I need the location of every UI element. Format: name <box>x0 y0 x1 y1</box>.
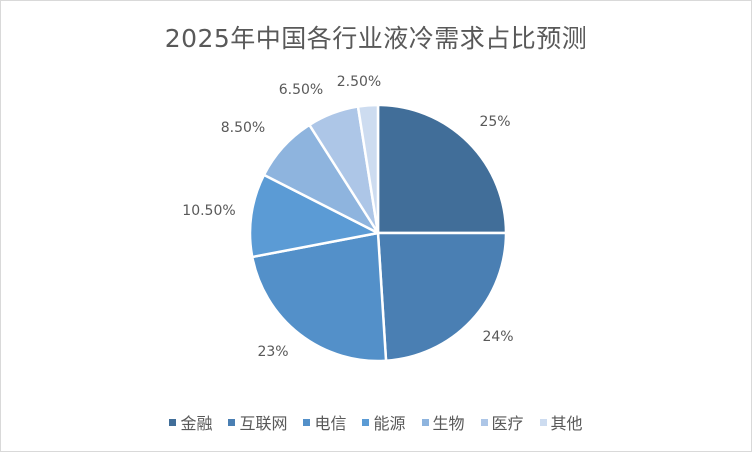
legend-swatch <box>539 418 547 426</box>
legend-label: 电信 <box>314 414 347 433</box>
legend-swatch <box>362 418 370 426</box>
legend-label: 生物 <box>432 414 465 433</box>
pie-slice-7 <box>356 103 380 235</box>
legend-item-6: 医疗 <box>480 410 524 434</box>
legend-label: 医疗 <box>491 414 524 433</box>
data-label-2: 24% <box>482 329 513 345</box>
legend-label: 金融 <box>180 414 213 433</box>
pie-slice-2 <box>376 231 508 362</box>
legend: 金融 互联网 电信 能源 生物 医疗 其他 <box>1 410 751 434</box>
legend-swatch <box>303 418 311 426</box>
legend-label: 互联网 <box>239 414 288 433</box>
legend-item-7: 其他 <box>539 410 583 434</box>
pie-slice-3 <box>251 231 388 363</box>
pie-slice-1 <box>376 103 508 235</box>
legend-swatch <box>421 418 429 426</box>
data-label-5: 8.50% <box>221 120 265 136</box>
legend-item-4: 能源 <box>362 410 406 434</box>
legend-item-3: 电信 <box>303 410 346 434</box>
legend-item-5: 生物 <box>421 410 465 434</box>
legend-swatch <box>480 418 488 426</box>
legend-swatch <box>169 418 177 426</box>
legend-swatch <box>228 418 236 426</box>
legend-label: 能源 <box>373 414 406 433</box>
data-label-3: 23% <box>257 344 288 360</box>
legend-item-2: 互联网 <box>228 410 287 434</box>
data-label-6: 6.50% <box>279 82 323 98</box>
data-label-1: 25% <box>479 114 510 130</box>
pie-slice-4 <box>248 173 380 259</box>
chart-title: 2025年中国各行业液冷需求占比预测 <box>164 24 588 53</box>
legend-label: 其他 <box>550 414 583 433</box>
data-label-4: 10.50% <box>182 203 235 219</box>
legend-item-1: 金融 <box>169 410 212 434</box>
data-label-7: 2.50% <box>337 74 381 90</box>
